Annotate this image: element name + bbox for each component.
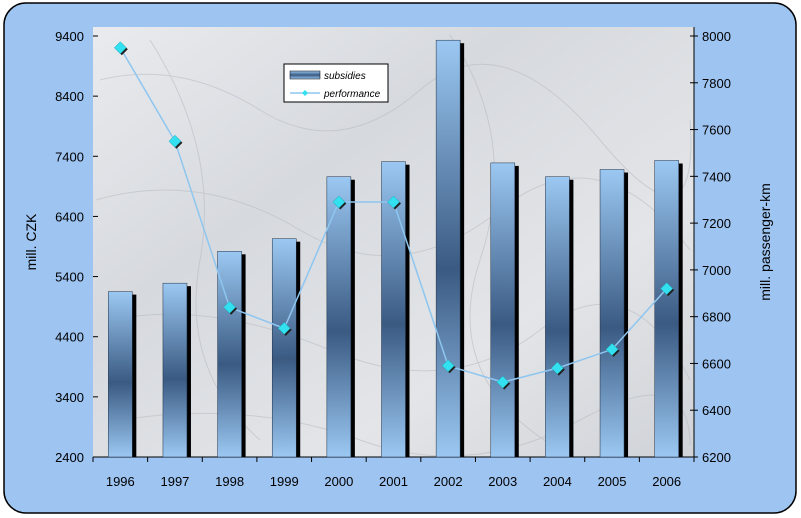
bar-subsidies bbox=[381, 161, 406, 458]
legend-marker-performance bbox=[302, 90, 308, 96]
y-left-tick-label: 9400 bbox=[55, 29, 84, 44]
legend-box bbox=[283, 63, 389, 103]
marker-performance bbox=[441, 359, 455, 373]
bar-subsidies bbox=[326, 176, 352, 458]
y-right-tick-label: 7000 bbox=[702, 263, 731, 278]
y-right-tick-label: 7400 bbox=[702, 169, 731, 184]
x-tick-label: 2003 bbox=[488, 474, 517, 489]
x-tick-label: 2001 bbox=[379, 474, 408, 489]
y-right-tick-label: 6200 bbox=[702, 450, 731, 465]
y-right-tick-label: 6400 bbox=[702, 403, 731, 418]
y-right-title: mill. passenger-km bbox=[757, 183, 773, 300]
x-tick-label: 1997 bbox=[160, 474, 189, 489]
marker-performance bbox=[332, 195, 346, 209]
legend-label-subsidies: subsidies bbox=[324, 71, 366, 82]
y-left-tick-label: 7400 bbox=[55, 149, 84, 164]
x-tick-label: 1999 bbox=[270, 474, 299, 489]
y-left-tick-label: 4400 bbox=[55, 330, 84, 345]
legend-swatch-subsidies bbox=[289, 70, 321, 80]
x-tick-label: 2004 bbox=[543, 474, 572, 489]
legend: subsidies performance bbox=[283, 63, 389, 103]
y-right-tick-label: 6800 bbox=[702, 310, 731, 325]
y-left-tick-label: 2400 bbox=[55, 450, 84, 465]
legend-label-performance: performance bbox=[323, 89, 381, 100]
marker-performance bbox=[387, 195, 400, 209]
y-right-tick-label: 7800 bbox=[702, 76, 731, 91]
y-left-title: mill. CZK bbox=[23, 213, 39, 270]
bar-subsidies bbox=[490, 162, 516, 458]
x-tick-label: 2005 bbox=[598, 474, 627, 489]
bar-subsidies bbox=[599, 169, 625, 458]
marker-performance bbox=[496, 375, 510, 389]
marker-performance bbox=[551, 361, 564, 375]
y-right-tick-label: 7600 bbox=[702, 123, 731, 138]
y-left-tick-label: 6400 bbox=[55, 209, 84, 224]
marker-performance bbox=[605, 343, 619, 356]
marker-performance bbox=[113, 41, 127, 55]
bar-subsidies bbox=[217, 251, 242, 458]
y-left-tick-label: 3400 bbox=[55, 390, 84, 405]
bar-subsidies bbox=[108, 291, 133, 458]
y-right-tick-label: 6600 bbox=[702, 356, 731, 371]
bar-subsidies bbox=[545, 176, 570, 458]
bar-subsidies bbox=[435, 39, 461, 458]
marker-performance bbox=[223, 300, 236, 314]
x-tick-label: 2006 bbox=[652, 474, 681, 489]
bar-subsidies bbox=[271, 238, 297, 458]
y-left-tick-label: 8400 bbox=[55, 89, 84, 104]
y-right-tick-label: 8000 bbox=[702, 29, 731, 44]
bar-subsidies bbox=[162, 282, 188, 458]
y-right-tick-label: 7200 bbox=[702, 216, 731, 231]
x-tick-label: 2002 bbox=[434, 474, 463, 489]
y-left-tick-label: 5400 bbox=[55, 270, 84, 285]
x-tick-label: 2000 bbox=[324, 474, 353, 489]
marker-performance bbox=[277, 322, 291, 335]
x-tick-label: 1998 bbox=[215, 474, 244, 489]
marker-performance bbox=[168, 134, 182, 148]
x-tick-label: 1996 bbox=[106, 474, 135, 489]
marker-performance bbox=[660, 282, 674, 295]
bar-subsidies bbox=[654, 160, 679, 458]
